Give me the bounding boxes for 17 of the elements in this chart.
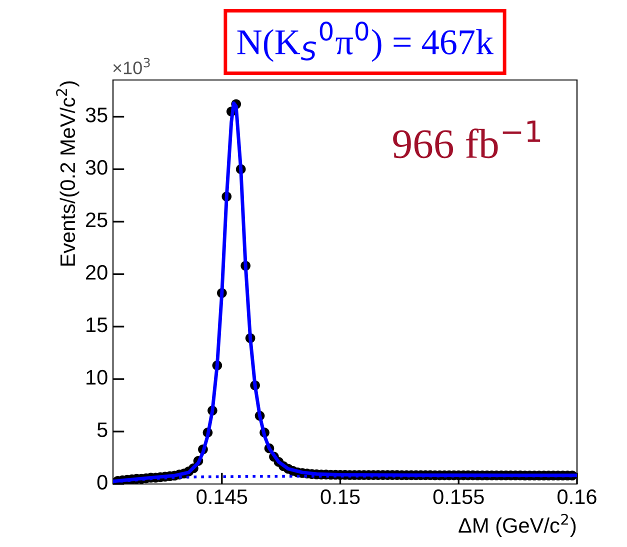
y-axis-title: Events/(0.2 MeV/c$^{2}$) (56, 81, 80, 266)
x-tick-label: 0.15 (320, 489, 360, 504)
x-axis-title: ΔM (GeV/c$^{2}$) (458, 514, 576, 537)
x-tick-label: 0.155 (433, 489, 484, 504)
text: ×10$^{3}$ (113, 58, 150, 74)
x-tick-label: 0.145 (196, 489, 248, 504)
y-tick-label: 30 (86, 160, 108, 175)
y-tick-label: 5 (97, 422, 108, 438)
x-tick-label: 0.16 (558, 489, 596, 504)
y-tick-label: 25 (86, 212, 108, 228)
y-tick-label: 20 (86, 264, 108, 280)
y-tick-label: 0 (97, 474, 108, 490)
y-tick-label: 35 (86, 108, 108, 122)
text: N(K$_{S}$$^{0}$π$^{0}$) = 467k (237, 22, 494, 62)
annotation: 966 fb$^{−1}$ (393, 120, 540, 158)
y-tick-label: 15 (86, 318, 108, 332)
y-tick-label: 10 (86, 370, 108, 385)
